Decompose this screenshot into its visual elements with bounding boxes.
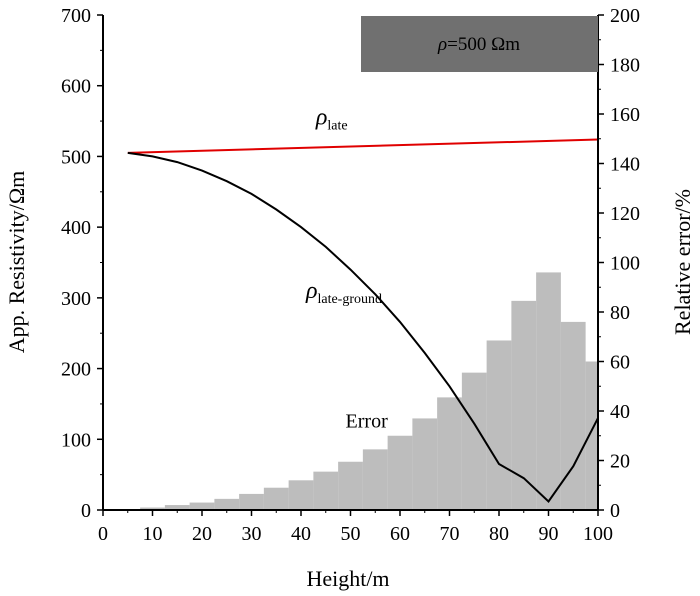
x-tick-label: 40: [291, 523, 311, 545]
y-right-tick-label: 0: [610, 500, 620, 522]
legend-box-text: ρ=500 Ωm: [437, 34, 520, 55]
y-left-tick-label: 700: [61, 5, 91, 27]
error-bar: [288, 480, 314, 510]
error-bar: [338, 461, 363, 510]
y-axis-left-title: App. Resistivity/Ωm: [4, 171, 29, 354]
y-right-tick-label: 140: [610, 154, 640, 176]
x-tick-label: 10: [143, 523, 163, 545]
error-bar: [313, 471, 339, 510]
y-left-tick-label: 0: [81, 500, 91, 522]
error-bar: [387, 435, 413, 510]
y-left-tick-label: 200: [61, 359, 91, 381]
y-left-tick-label: 400: [61, 217, 91, 239]
error-bar: [189, 502, 215, 510]
rho-late-ground-label: ρlate-ground: [305, 278, 382, 307]
x-tick-label: 50: [341, 523, 361, 545]
x-tick-label: 20: [192, 523, 212, 545]
rho-late-ground-line: [127, 151, 599, 504]
x-tick-label: 70: [440, 523, 460, 545]
error-bar: [362, 449, 388, 510]
error-bar: [437, 397, 462, 510]
x-tick-label: 90: [539, 523, 559, 545]
y-right-tick-label: 60: [610, 352, 630, 374]
legend-box: ρ=500 Ωm: [361, 16, 598, 72]
rho-late-label: ρlate: [315, 105, 348, 134]
y-right-tick-label: 100: [610, 253, 640, 275]
error-bar: [412, 418, 438, 510]
curves: [127, 138, 599, 504]
y-axis-right-title: Relative error/%: [670, 189, 695, 335]
x-tick-label: 60: [390, 523, 410, 545]
y-left-tick-label: 300: [61, 288, 91, 310]
error-label: Error: [346, 410, 389, 432]
error-bar: [461, 372, 487, 510]
annotations: ρlate ρlate-ground Error: [305, 105, 388, 433]
x-tick-label: 0: [98, 523, 108, 545]
y-left-tick-label: 500: [61, 146, 91, 168]
y-right-tick-label: 20: [610, 451, 630, 473]
x-axis-title: Height/m: [306, 566, 389, 591]
error-bars: [140, 272, 598, 510]
error-bar: [511, 300, 537, 510]
y-left-tick-label: 600: [61, 76, 91, 98]
error-bar: [214, 498, 240, 510]
y-left-tick-label: 100: [61, 429, 91, 451]
x-tick-label: 30: [242, 523, 262, 545]
error-bar: [239, 493, 264, 510]
error-bar: [140, 507, 165, 510]
y-right-tick-label: 80: [610, 302, 630, 324]
error-bar: [585, 361, 598, 510]
y-right-tick-label: 120: [610, 203, 640, 225]
error-bar: [263, 487, 289, 510]
y-right-tick-label: 40: [610, 401, 630, 423]
error-bar: [560, 321, 586, 510]
y-right-tick-label: 180: [610, 55, 640, 77]
x-tick-label: 100: [583, 523, 613, 545]
axes: [97, 14, 604, 516]
error-bar: [486, 340, 512, 510]
error-bar: [536, 272, 561, 510]
y-right-tick-label: 200: [610, 5, 640, 27]
legend-box-background: [361, 16, 598, 72]
error-bar: [164, 505, 190, 510]
tick-labels: 0 10 20 30 40 50 60 70 80 90 100010020030040050060…: [61, 5, 640, 545]
x-tick-label: 80: [489, 523, 509, 545]
rho-late-line: [127, 138, 599, 154]
y-right-tick-label: 160: [610, 104, 640, 126]
